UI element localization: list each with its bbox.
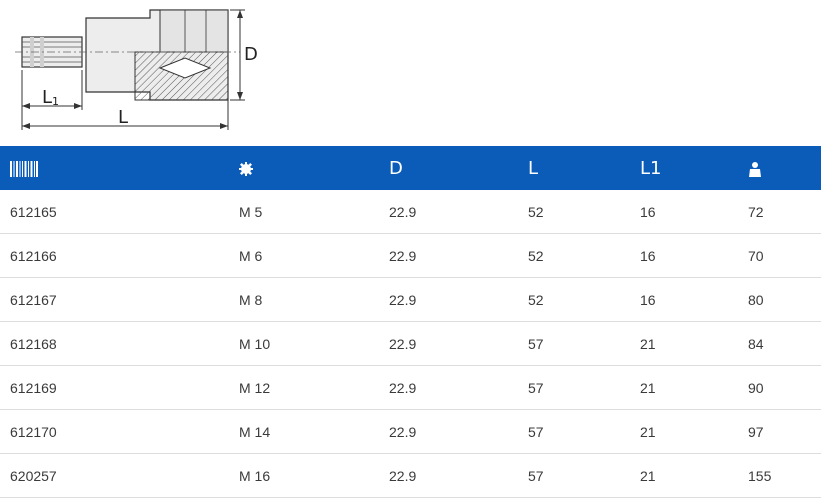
- cell-weight: 97: [748, 409, 821, 454]
- header-l1: L1: [640, 146, 748, 190]
- cell-l1: 21: [640, 321, 748, 366]
- socket-drawing: D L1 L: [15, 9, 258, 130]
- cell-d: 22.9: [389, 277, 528, 322]
- dimension-l-label: L: [118, 107, 128, 128]
- gear-icon: [239, 161, 253, 176]
- dimension-l1: [21, 70, 83, 130]
- dimension-d-label: D: [244, 44, 258, 65]
- table-row: 612165 M 5 22.9 52 16 72: [0, 190, 821, 234]
- table-row: 620257 M 16 22.9 57 21 155: [0, 453, 821, 498]
- cell-l: 57: [528, 321, 640, 366]
- cell-d: 22.9: [389, 321, 528, 366]
- header-l: L: [528, 146, 640, 190]
- cell-l: 52: [528, 233, 640, 278]
- cell-code: 612166: [0, 233, 239, 278]
- header-weight: [748, 146, 821, 190]
- cell-size: M 16: [239, 453, 389, 498]
- dimension-l: [22, 100, 229, 130]
- cell-l: 57: [528, 409, 640, 454]
- cell-weight: 80: [748, 277, 821, 322]
- cell-size: M 6: [239, 233, 389, 278]
- cell-size: M 12: [239, 365, 389, 410]
- cell-weight: 90: [748, 365, 821, 410]
- table-row: 612169 M 12 22.9 57 21 90: [0, 365, 821, 410]
- cell-code: 612165: [0, 190, 239, 234]
- table-row: 612167 M 8 22.9 52 16 80: [0, 277, 821, 322]
- header-size: [239, 146, 389, 190]
- dimension-d: [230, 9, 245, 101]
- table-row: 612168 M 10 22.9 57 21 84: [0, 321, 821, 366]
- cell-l: 52: [528, 190, 640, 234]
- cell-l1: 21: [640, 453, 748, 498]
- spec-table: D L L1 612165 M 5 22.9 52 16 72 612166 M…: [0, 146, 821, 498]
- cell-l: 57: [528, 453, 640, 498]
- cell-d: 22.9: [389, 365, 528, 410]
- cell-code: 612170: [0, 409, 239, 454]
- cell-d: 22.9: [389, 233, 528, 278]
- cell-size: M 5: [239, 190, 389, 234]
- header-code: [0, 146, 239, 190]
- cell-d: 22.9: [389, 453, 528, 498]
- table-header-row: D L L1: [0, 146, 821, 190]
- cell-d: 22.9: [389, 190, 528, 234]
- cell-weight: 70: [748, 233, 821, 278]
- dimension-l1-label: L1: [42, 87, 59, 108]
- cell-size: M 10: [239, 321, 389, 366]
- barcode-icon: [10, 160, 38, 177]
- cell-code: 612169: [0, 365, 239, 410]
- header-d: D: [389, 146, 528, 190]
- cell-weight: 72: [748, 190, 821, 234]
- cell-size: M 8: [239, 277, 389, 322]
- cell-l1: 21: [640, 365, 748, 410]
- cell-l: 52: [528, 277, 640, 322]
- table-row: 612170 M 14 22.9 57 21 97: [0, 409, 821, 454]
- cell-code: 612167: [0, 277, 239, 322]
- cell-l: 57: [528, 365, 640, 410]
- cell-code: 612168: [0, 321, 239, 366]
- cell-l1: 16: [640, 190, 748, 234]
- cell-size: M 14: [239, 409, 389, 454]
- table-row: 612166 M 6 22.9 52 16 70: [0, 233, 821, 278]
- cell-weight: 155: [748, 453, 821, 498]
- cell-code: 620257: [0, 453, 239, 498]
- cell-weight: 84: [748, 321, 821, 366]
- cell-l1: 21: [640, 409, 748, 454]
- socket-body: [85, 9, 229, 101]
- cell-d: 22.9: [389, 409, 528, 454]
- weight-icon: [749, 161, 761, 177]
- cell-l1: 16: [640, 277, 748, 322]
- cell-l1: 16: [640, 233, 748, 278]
